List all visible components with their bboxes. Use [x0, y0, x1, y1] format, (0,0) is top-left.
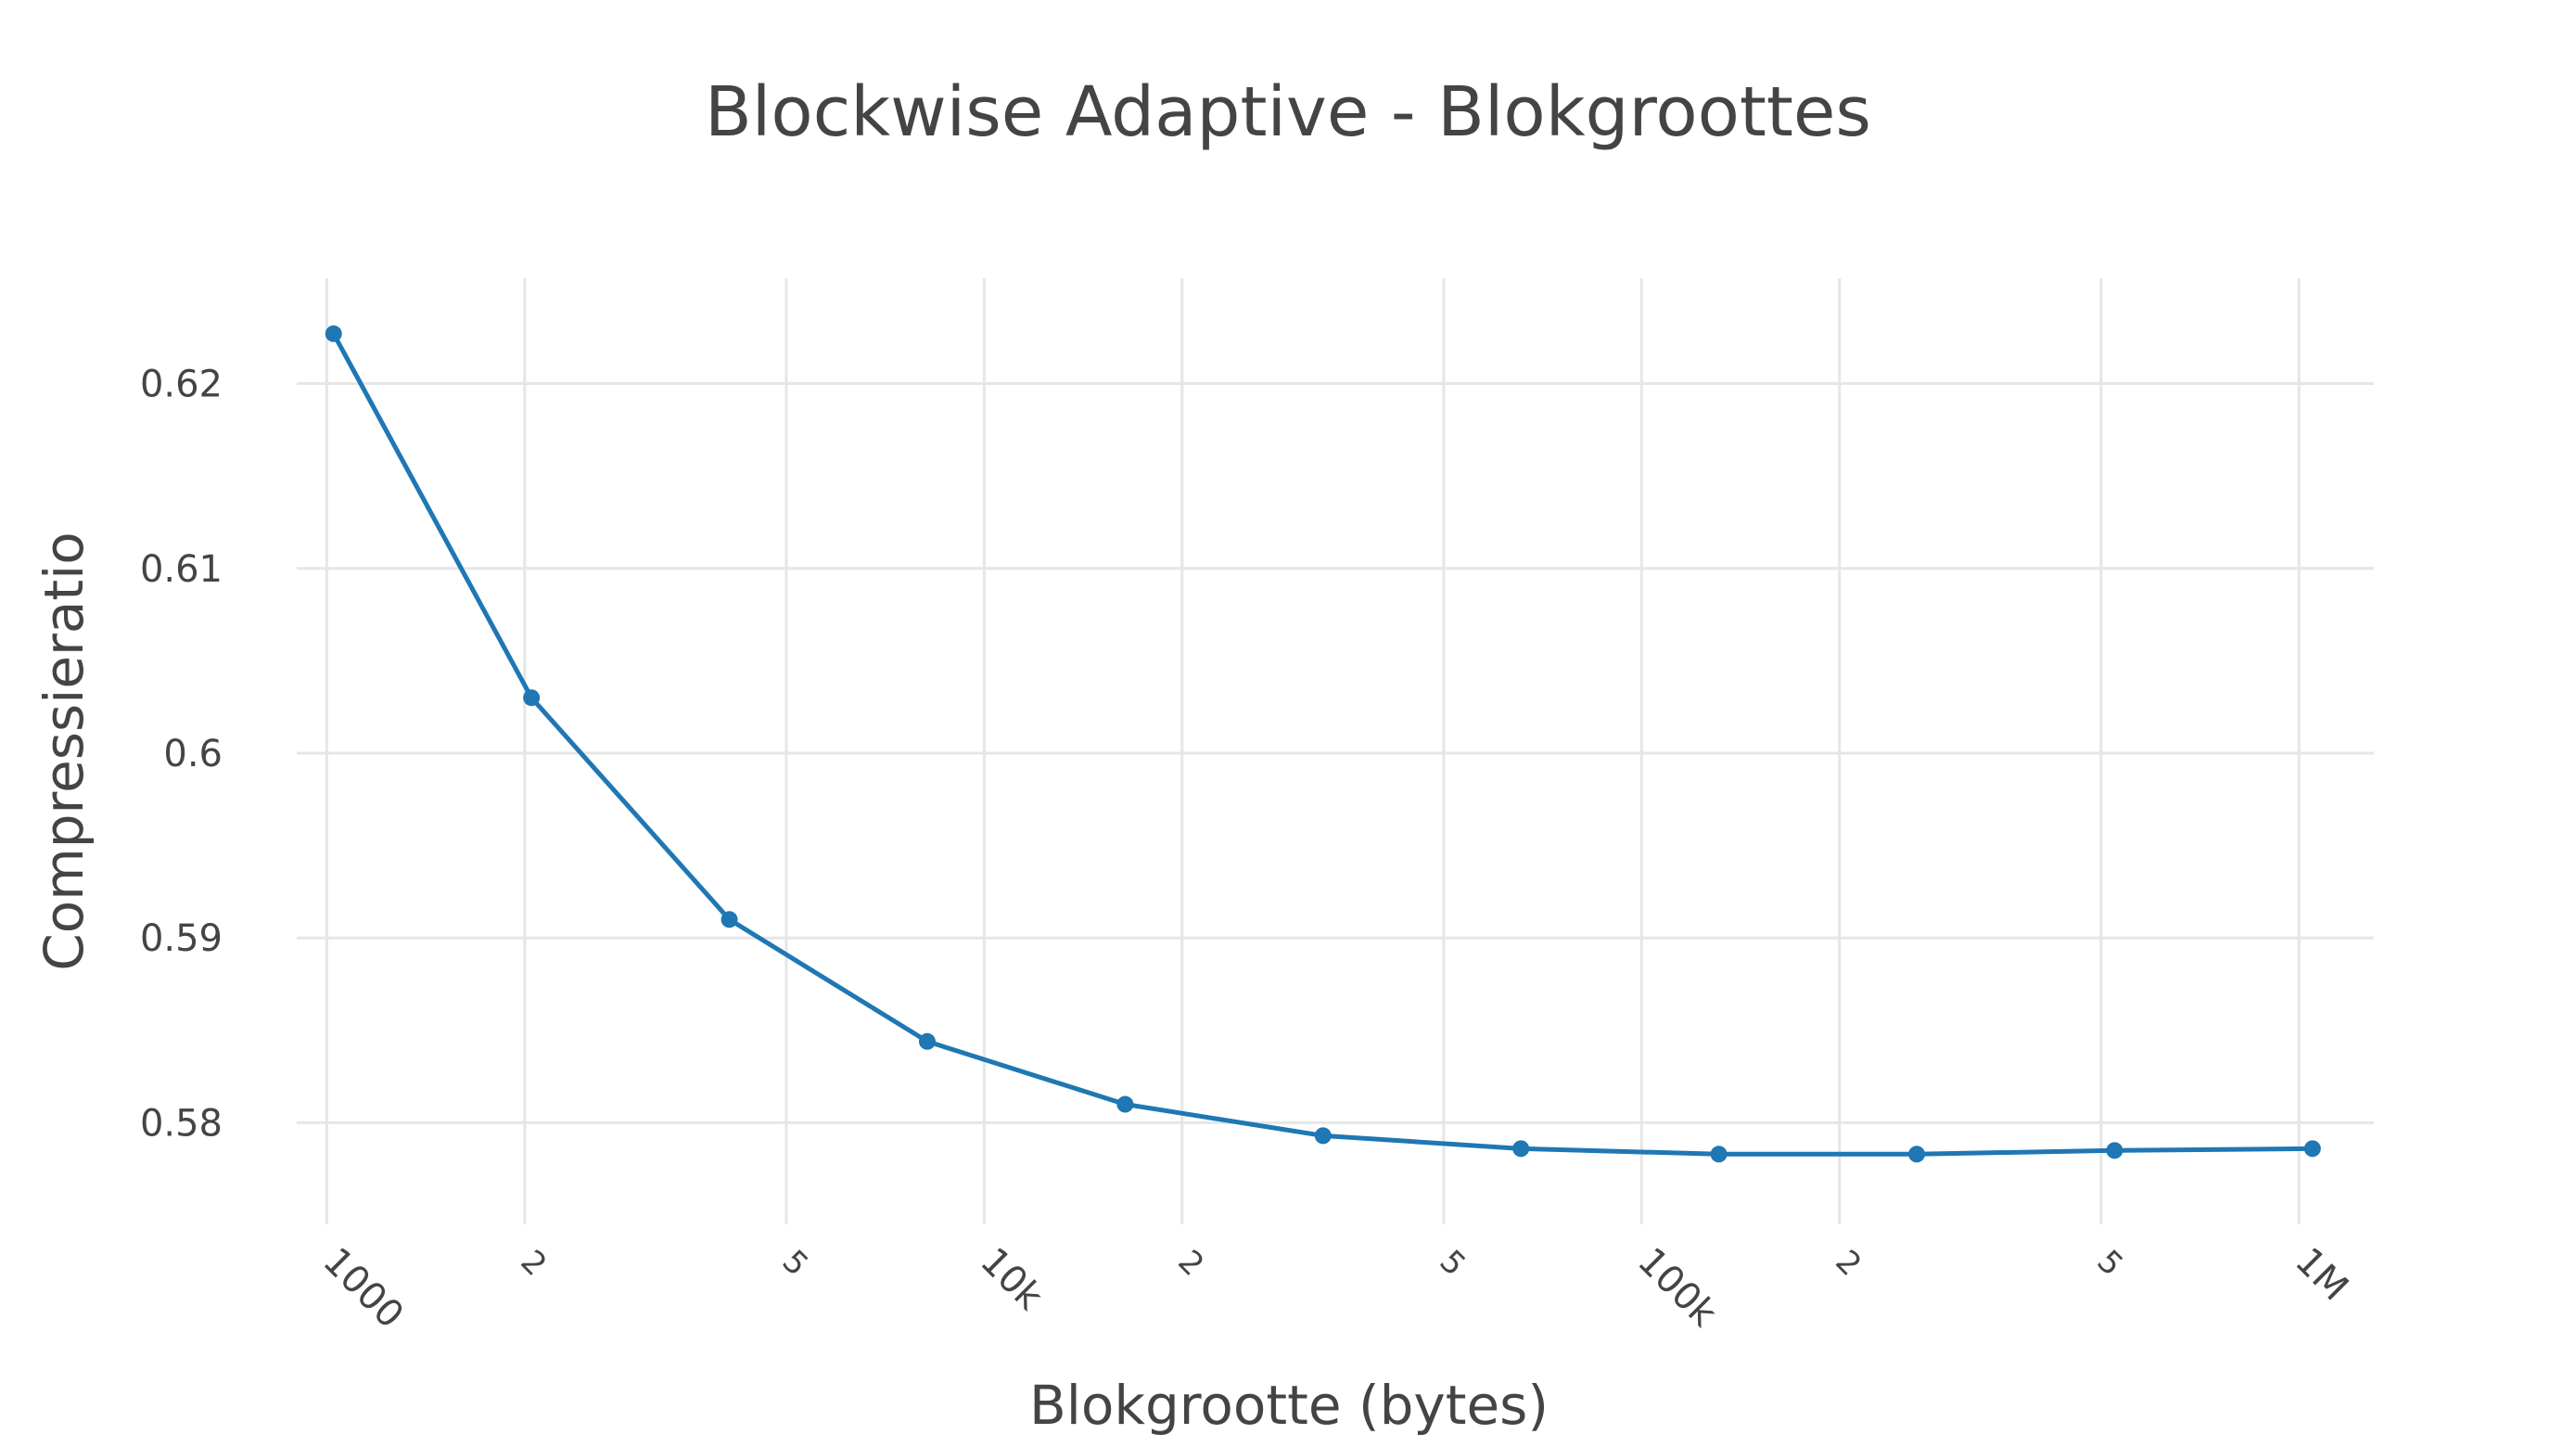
grid-lines — [297, 278, 2374, 1224]
x-tick-label: 5 — [2089, 1243, 2130, 1284]
data-point — [918, 1032, 936, 1050]
data-point — [1116, 1095, 1134, 1113]
y-axis-title: Compressieratio — [32, 531, 96, 971]
data-point — [2303, 1140, 2321, 1158]
x-tick-label: 5 — [775, 1243, 816, 1284]
data-point — [523, 689, 541, 707]
y-tick-label: 0.58 — [140, 1102, 223, 1145]
data-point — [1710, 1146, 1728, 1163]
data-point — [1314, 1127, 1332, 1145]
data-point — [721, 911, 738, 928]
x-tick-label: 1000 — [314, 1240, 412, 1338]
x-tick-label: 2 — [1170, 1243, 1211, 1284]
chart-title: Blockwise Adaptive - Blokgroottes — [705, 72, 1871, 152]
x-tick-label: 1M — [2287, 1240, 2356, 1310]
data-point — [1512, 1140, 1530, 1158]
x-tick-labels: 1000 2 5 10k 2 5 100k 2 5 1M — [314, 1240, 2356, 1338]
x-tick-label: 2 — [513, 1243, 554, 1284]
y-tick-label: 0.61 — [140, 548, 223, 591]
y-tick-label: 0.59 — [140, 917, 223, 960]
x-axis-title: Blokgrootte (bytes) — [1029, 1374, 1549, 1437]
data-points — [325, 325, 2321, 1163]
series-layer — [331, 331, 2315, 1157]
data-point — [1908, 1146, 1926, 1163]
x-tick-label: 2 — [1828, 1243, 1868, 1284]
x-tick-label: 10k — [972, 1240, 1051, 1319]
y-tick-label: 0.6 — [163, 733, 223, 775]
y-tick-label: 0.62 — [140, 364, 223, 406]
data-point — [325, 325, 342, 342]
series-line-0 — [331, 331, 2315, 1157]
data-point — [2106, 1142, 2123, 1159]
x-tick-label: 100k — [1629, 1240, 1725, 1336]
y-tick-labels: 0.58 0.59 0.6 0.61 0.62 — [140, 364, 223, 1146]
x-tick-label: 5 — [1433, 1243, 1473, 1284]
